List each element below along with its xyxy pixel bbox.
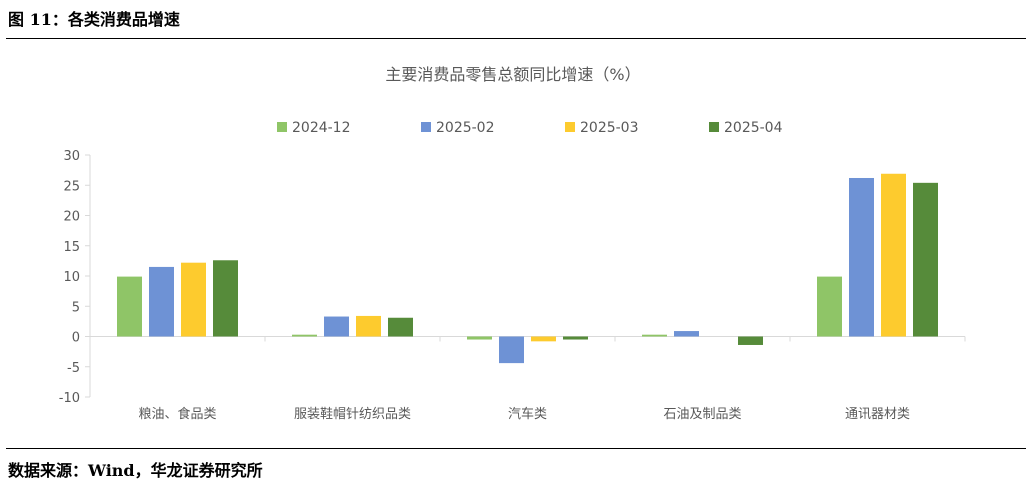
y-tick-label: 20 bbox=[63, 210, 80, 225]
bar-2025-04-0 bbox=[213, 260, 238, 337]
data-source: 数据来源：Wind，华龙证券研究所 bbox=[8, 461, 263, 480]
bar-2024-12-0 bbox=[117, 276, 142, 337]
x-category-label: 通讯器材类 bbox=[845, 407, 910, 422]
chart-bars bbox=[117, 173, 938, 364]
bar-2025-02-3 bbox=[674, 331, 699, 337]
y-tick-label: 25 bbox=[63, 179, 80, 194]
bar-2025-04-1 bbox=[388, 317, 413, 337]
figure-title: 图 11：各类消费品增速 bbox=[8, 10, 180, 29]
bar-2025-04-2 bbox=[563, 336, 588, 340]
legend-label: 2025-02 bbox=[436, 120, 495, 136]
bar-2025-03-4 bbox=[881, 173, 906, 337]
legend-swatch bbox=[565, 122, 575, 132]
legend-swatch bbox=[277, 122, 287, 132]
x-category-label: 服装鞋帽针纺织品类 bbox=[294, 406, 411, 422]
y-tick-label: -5 bbox=[67, 361, 80, 376]
legend-swatch bbox=[709, 122, 719, 132]
chart-legend: 2024-12 2025-02 2025-03 2025-04 bbox=[277, 120, 783, 136]
bar-2025-03-2 bbox=[531, 336, 556, 342]
x-category-label: 粮油、食品类 bbox=[138, 406, 216, 422]
bar-2025-02-4 bbox=[849, 177, 874, 337]
x-category-label: 汽车类 bbox=[508, 406, 547, 422]
bar-2024-12-2 bbox=[467, 336, 492, 340]
x-category-label: 石油及制品类 bbox=[663, 407, 741, 422]
y-tick-label: 0 bbox=[72, 331, 80, 346]
bar-2025-03-0 bbox=[181, 262, 206, 337]
y-tick-label: 15 bbox=[63, 240, 80, 255]
y-tick-label: 30 bbox=[63, 149, 80, 164]
legend-label: 2024-12 bbox=[292, 120, 351, 136]
bar-2025-04-4 bbox=[913, 182, 938, 337]
top-rule bbox=[6, 38, 1026, 39]
bar-2024-12-1 bbox=[292, 334, 317, 337]
y-tick-label: 5 bbox=[72, 300, 80, 315]
bar-2025-02-0 bbox=[149, 266, 174, 337]
legend-label: 2025-04 bbox=[724, 120, 783, 136]
bar-2025-03-1 bbox=[356, 315, 381, 337]
y-tick-label: 10 bbox=[63, 270, 80, 285]
legend-swatch bbox=[421, 122, 431, 132]
bar-2025-04-3 bbox=[738, 336, 763, 345]
bar-2024-12-3 bbox=[642, 334, 667, 337]
y-tick-label: -10 bbox=[59, 391, 80, 406]
bar-2025-02-1 bbox=[324, 316, 349, 337]
bar-2024-12-4 bbox=[817, 276, 842, 337]
bar-2025-02-2 bbox=[499, 336, 524, 364]
bottom-rule bbox=[6, 448, 1026, 449]
legend-label: 2025-03 bbox=[580, 120, 639, 136]
chart-title: 主要消费品零售总额同比增速（%） bbox=[385, 65, 640, 84]
